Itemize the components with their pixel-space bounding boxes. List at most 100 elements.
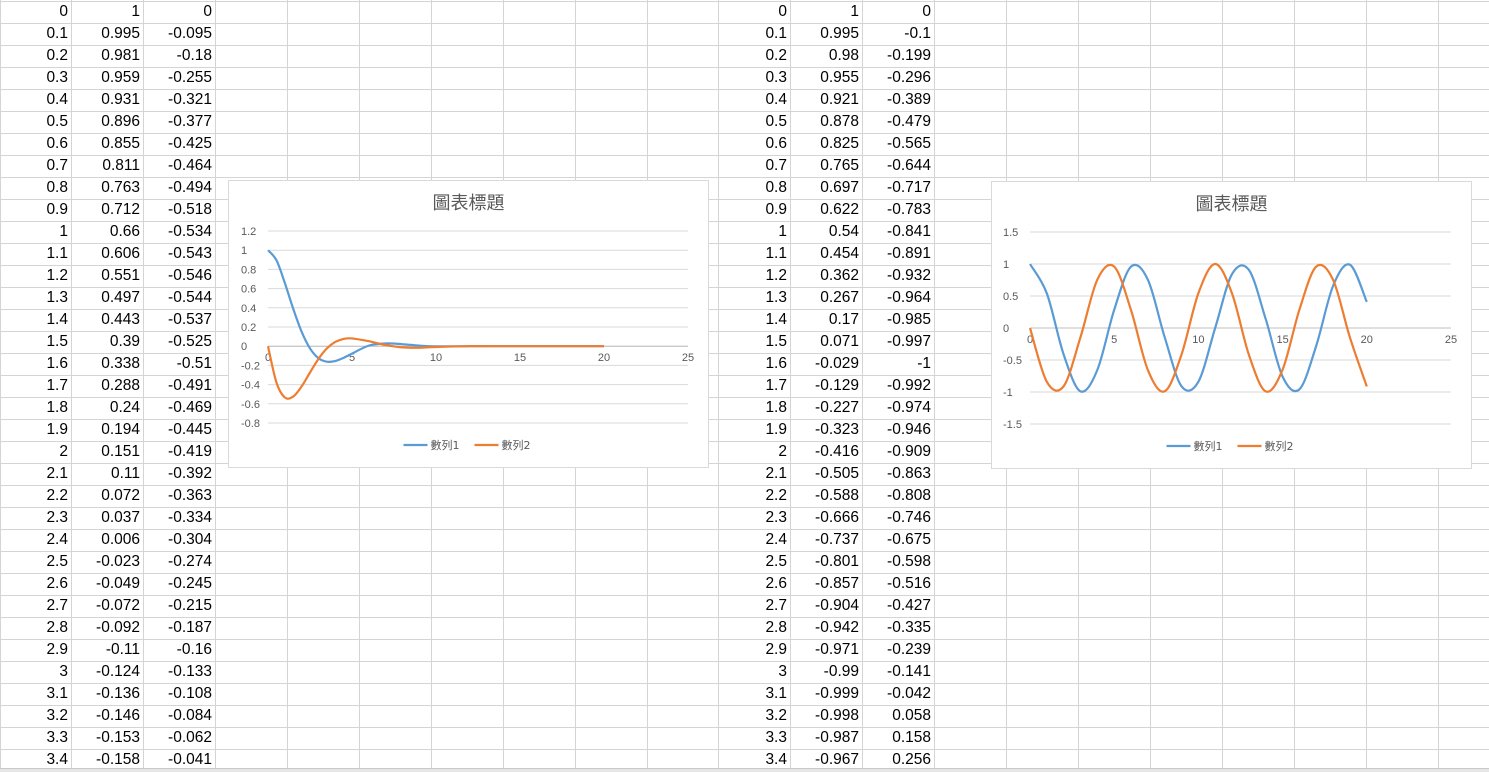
cell[interactable]: -0.321 [168, 91, 212, 108]
cell[interactable]: 0.6 [765, 135, 787, 152]
cell[interactable]: -0.904 [815, 597, 859, 614]
cell[interactable]: -0.129 [815, 377, 859, 394]
cell[interactable]: 1.5 [46, 333, 68, 350]
cell[interactable]: -0.1 [904, 25, 931, 42]
cell[interactable]: -0.389 [887, 91, 931, 108]
cell[interactable]: -0.304 [168, 531, 212, 548]
cell[interactable]: 3.3 [46, 729, 68, 746]
cell[interactable]: 0.921 [820, 91, 859, 108]
cell[interactable]: 0.622 [820, 201, 859, 218]
cell[interactable]: 0.362 [820, 267, 859, 284]
cell[interactable]: -0.999 [815, 685, 859, 702]
cell[interactable]: 0.1 [46, 25, 68, 42]
cell[interactable]: 0.959 [101, 69, 140, 86]
cell[interactable]: 0.443 [101, 311, 140, 328]
cell[interactable]: 1.6 [46, 355, 68, 372]
cell[interactable]: -0.666 [815, 509, 859, 526]
cell[interactable]: 2.6 [46, 575, 68, 592]
chart-title[interactable]: 圖表標題 [1196, 194, 1268, 215]
cell[interactable]: 0.454 [820, 245, 859, 262]
cell[interactable]: 0.66 [109, 223, 140, 240]
cell[interactable]: 0.8 [765, 179, 787, 196]
cell[interactable]: -0.042 [887, 685, 931, 702]
cell[interactable]: -0.334 [168, 509, 212, 526]
cell[interactable]: 1.1 [765, 245, 787, 262]
cell[interactable]: -0.425 [168, 135, 212, 152]
cell[interactable]: -0.51 [176, 355, 212, 372]
cell[interactable]: -0.534 [168, 223, 212, 240]
cell[interactable]: -0.841 [887, 223, 931, 240]
cell[interactable]: 0.765 [820, 157, 859, 174]
cell[interactable]: 2.6 [765, 575, 787, 592]
horizontal-scrollbar[interactable] [0, 768, 1489, 772]
cell[interactable]: -0.133 [168, 663, 212, 680]
cell[interactable]: 0.072 [101, 487, 140, 504]
cell[interactable]: 0.24 [109, 399, 140, 416]
cell[interactable]: 1 [131, 3, 140, 20]
cell[interactable]: -0.717 [887, 179, 931, 196]
cell[interactable]: 0.071 [820, 333, 859, 350]
cell[interactable]: -0.239 [887, 641, 931, 658]
cell[interactable]: 0.98 [828, 47, 859, 64]
cell[interactable]: -0.377 [168, 113, 212, 130]
cell[interactable]: -0.942 [815, 619, 859, 636]
cell[interactable]: 1.9 [765, 421, 787, 438]
cell[interactable]: -0.023 [96, 553, 140, 570]
cell[interactable]: 2.8 [46, 619, 68, 636]
cell[interactable]: -0.987 [815, 729, 859, 746]
cell[interactable]: 0.4 [765, 91, 787, 108]
cell[interactable]: -0.049 [96, 575, 140, 592]
cell[interactable]: -0.062 [168, 729, 212, 746]
cell[interactable]: 1.2 [765, 267, 787, 284]
cell[interactable]: 1.8 [46, 399, 68, 416]
chart-right[interactable]: 圖表標題 1.5 1 0.5 0 -0.5 -1 -1.5 0 5 10 15 20 25 數列1 數列2 [991, 181, 1472, 469]
cell[interactable]: 0.39 [109, 333, 140, 350]
cell[interactable]: 2.4 [46, 531, 68, 548]
cell[interactable]: 2.4 [765, 531, 787, 548]
cell[interactable]: 0.2 [765, 47, 787, 64]
cell[interactable]: -0.543 [168, 245, 212, 262]
cell[interactable]: -0.857 [815, 575, 859, 592]
cell[interactable]: 3.4 [765, 751, 787, 768]
cell[interactable]: -0.505 [815, 465, 859, 482]
cell[interactable]: -0.18 [176, 47, 212, 64]
cell[interactable]: -0.16 [176, 641, 212, 658]
cell[interactable]: -0.491 [168, 377, 212, 394]
cell[interactable]: -0.092 [96, 619, 140, 636]
cell[interactable]: -0.544 [168, 289, 212, 306]
cell[interactable]: -0.946 [887, 421, 931, 438]
cell[interactable]: 0.058 [892, 707, 931, 724]
legend-label-2[interactable]: 數列2 [502, 438, 531, 452]
cell[interactable]: -0.985 [887, 311, 931, 328]
cell[interactable]: 1.3 [765, 289, 787, 306]
cell[interactable]: 0.4 [46, 91, 68, 108]
cell[interactable]: 0 [778, 3, 787, 20]
cell[interactable]: -0.464 [168, 157, 212, 174]
cell[interactable]: 1 [850, 3, 859, 20]
cell[interactable]: -0.416 [815, 443, 859, 460]
cell[interactable]: -0.964 [887, 289, 931, 306]
cell[interactable]: 0.288 [101, 377, 140, 394]
cell[interactable]: -0.323 [815, 421, 859, 438]
cell[interactable]: 0.5 [46, 113, 68, 130]
cell[interactable]: 0.037 [101, 509, 140, 526]
cell[interactable]: -0.335 [887, 619, 931, 636]
cell[interactable]: 0 [922, 3, 931, 20]
cell[interactable]: 2.9 [765, 641, 787, 658]
cell[interactable]: 1.2 [46, 267, 68, 284]
cell[interactable]: 0 [203, 3, 212, 20]
cell[interactable]: 0.151 [101, 443, 140, 460]
cell[interactable]: 0.9 [765, 201, 787, 218]
cell[interactable]: 2.5 [46, 553, 68, 570]
cell[interactable]: 2 [778, 443, 787, 460]
cell[interactable]: 2 [59, 443, 68, 460]
cell[interactable]: 0.267 [820, 289, 859, 306]
cell[interactable]: 0.7 [46, 157, 68, 174]
cell[interactable]: -0.072 [96, 597, 140, 614]
cell[interactable]: -0.998 [815, 707, 859, 724]
cell[interactable]: 3 [59, 663, 68, 680]
cell[interactable]: 0.955 [820, 69, 859, 86]
cell[interactable]: 0.763 [101, 179, 140, 196]
cell[interactable]: -0.932 [887, 267, 931, 284]
cell[interactable]: 3.4 [46, 751, 68, 768]
